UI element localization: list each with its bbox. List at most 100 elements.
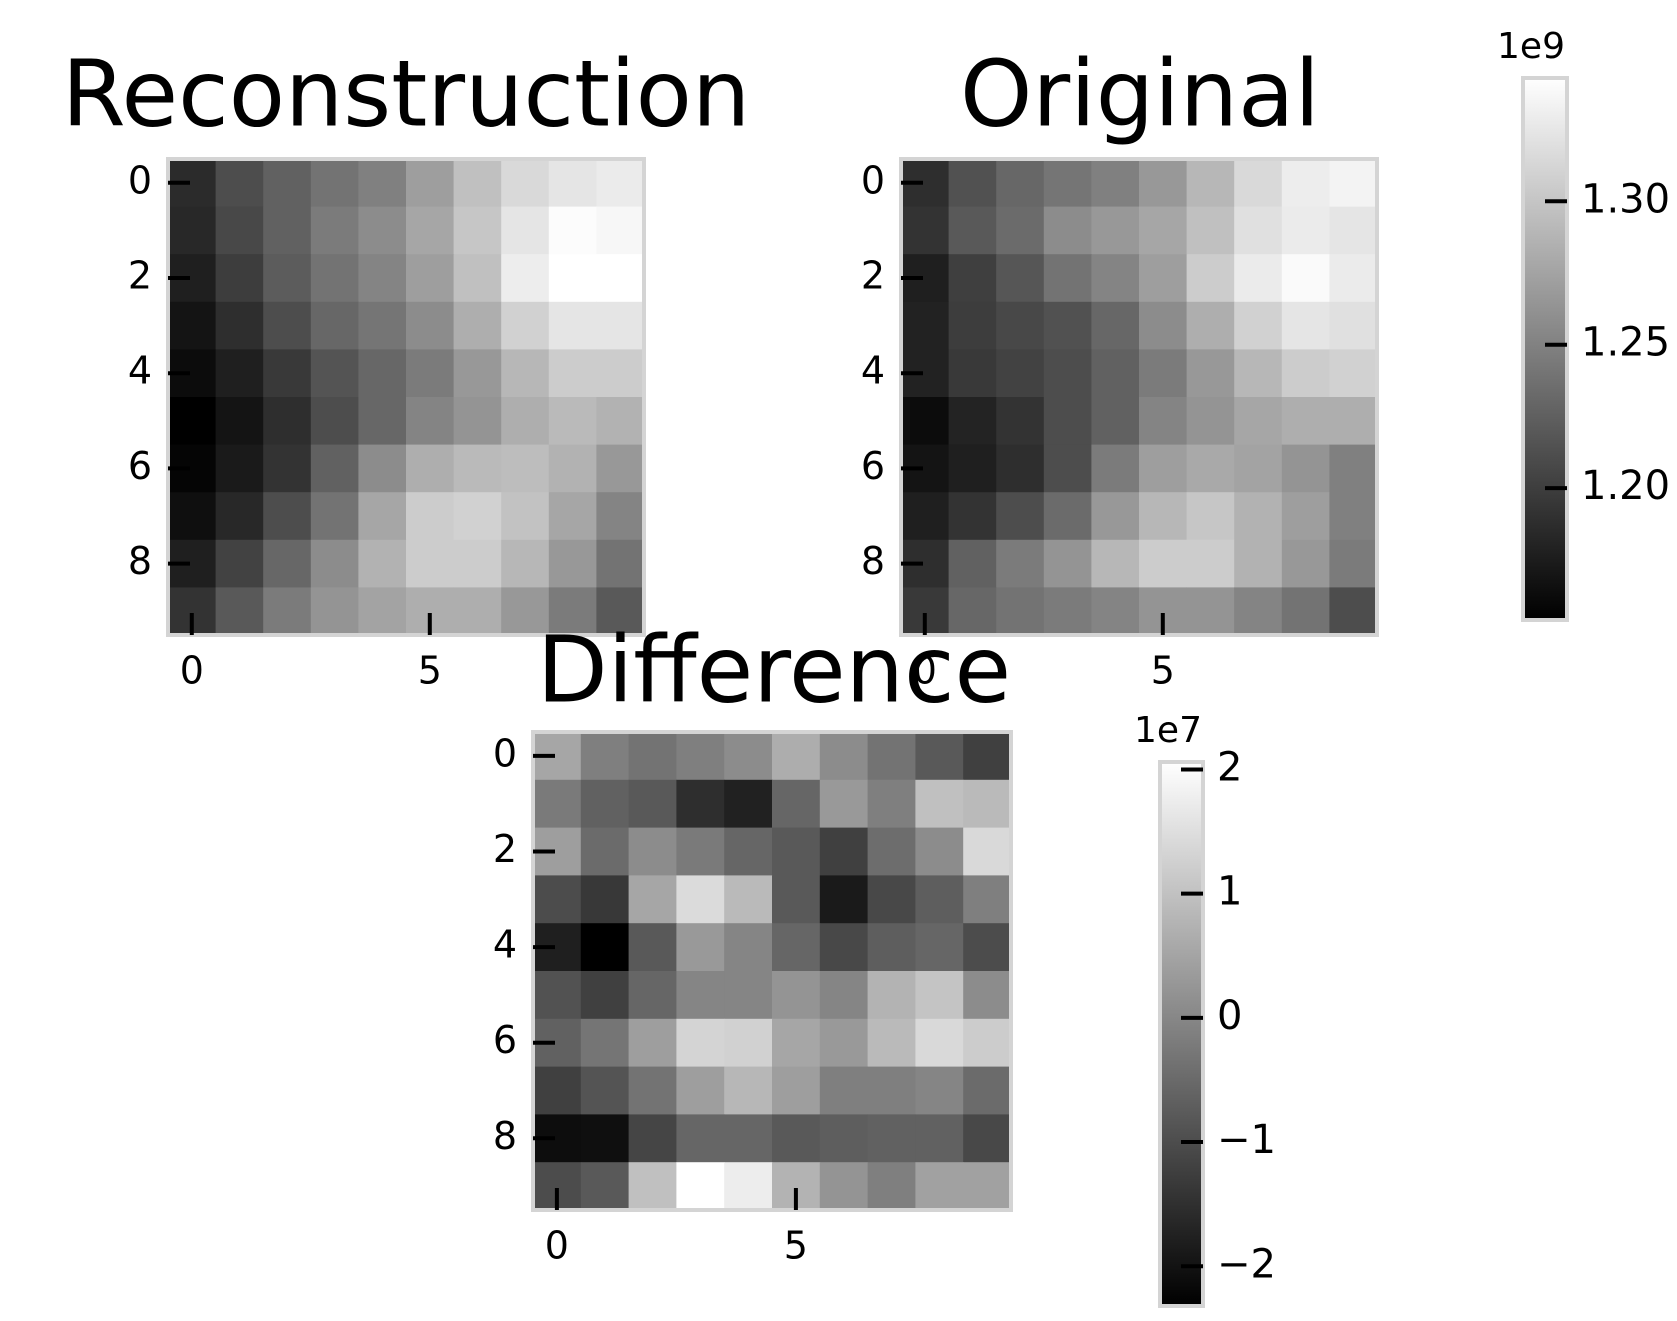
- heatmap-cell: [215, 206, 264, 255]
- heatmap-cell: [819, 1018, 869, 1068]
- heatmap-cell: [215, 349, 264, 398]
- heatmap-cell: [1043, 254, 1092, 303]
- heatmap-cell: [358, 397, 407, 446]
- heatmap-cell: [867, 923, 916, 972]
- x-tick-label: 0: [180, 649, 204, 693]
- y-tick-label: 0: [861, 158, 885, 202]
- heatmap-cell: [996, 492, 1045, 541]
- heatmap-cell: [358, 159, 407, 208]
- heatmap-cell: [948, 301, 997, 350]
- y-tick-label: 8: [493, 1114, 517, 1158]
- heatmap-cell: [1234, 587, 1283, 636]
- heatmap-cell: [406, 444, 455, 493]
- heatmap-cell: [963, 1066, 1012, 1115]
- heatmap-cell: [1234, 349, 1283, 398]
- heatmap-cell: [533, 1066, 582, 1115]
- heatmap-cell: [406, 301, 455, 350]
- heatmap-cell: [453, 444, 502, 493]
- heatmap-cell: [772, 1018, 821, 1068]
- heatmap-cell: [501, 492, 550, 541]
- heatmap-cell: [501, 206, 550, 255]
- heatmap-cell: [596, 539, 645, 588]
- heatmap-cell: [963, 732, 1012, 781]
- heatmap-cell: [772, 923, 821, 972]
- heatmap-cell: [548, 444, 597, 493]
- axes-frame: [531, 730, 1013, 1212]
- heatmap-cell: [963, 1162, 1012, 1211]
- heatmap-cell: [901, 492, 950, 541]
- heatmap-cell: [501, 254, 550, 303]
- heatmap-cell: [1186, 159, 1235, 208]
- y-tick-label: 0: [493, 731, 517, 775]
- heatmap-cell: [628, 732, 677, 781]
- heatmap-cell: [948, 397, 997, 446]
- heatmap-cell: [901, 206, 950, 255]
- heatmap-cell: [628, 1162, 677, 1211]
- heatmap-cell: [772, 971, 821, 1020]
- colorbar-offset: 1e7: [1134, 710, 1202, 751]
- chart-title: Original: [960, 40, 1320, 147]
- heatmap-cell: [628, 875, 677, 924]
- heatmap-cell: [867, 779, 916, 829]
- heatmap-cell: [915, 875, 964, 924]
- heatmap-cell: [263, 444, 312, 493]
- heatmap-cell: [1329, 397, 1378, 446]
- heatmap-cell: [453, 301, 502, 350]
- heatmap-cell: [724, 1162, 773, 1211]
- heatmap-cell: [580, 971, 630, 1020]
- heatmap-cell: [628, 923, 677, 972]
- heatmap-cell: [963, 923, 1012, 972]
- heatmap-cell: [996, 254, 1045, 303]
- heatmap-cell: [1139, 301, 1188, 350]
- heatmap-cell: [963, 1114, 1012, 1163]
- heatmap-cell: [501, 349, 550, 398]
- heatmap-cell: [819, 779, 869, 829]
- heatmap-cell: [358, 301, 407, 350]
- colorbar-offset: 1e9: [1497, 26, 1565, 67]
- heatmap-cell: [596, 301, 645, 350]
- heatmap-cell: [263, 206, 312, 255]
- heatmap-cell: [772, 1114, 821, 1163]
- heatmap-cell: [406, 349, 455, 398]
- colorbar-tick-label: 1.20: [1581, 463, 1670, 509]
- heatmap-cell: [406, 159, 455, 208]
- heatmap-cell: [501, 159, 550, 208]
- heatmap-cell: [406, 492, 455, 541]
- heatmap-cell: [901, 301, 950, 350]
- heatmap-cell: [310, 587, 359, 636]
- heatmap-cell: [948, 159, 997, 208]
- heatmap-cell: [724, 923, 773, 972]
- heatmap-cell: [1091, 301, 1140, 350]
- heatmap-cell: [1139, 254, 1188, 303]
- heatmap-cell: [310, 539, 359, 588]
- heatmap-cell: [963, 1018, 1012, 1068]
- heatmap-cell: [819, 732, 869, 781]
- heatmap-cell: [596, 206, 645, 255]
- y-tick-label: 2: [861, 254, 885, 298]
- heatmap-cell: [358, 349, 407, 398]
- y-tick-label: 4: [128, 349, 152, 393]
- x-tick-label: 5: [418, 649, 442, 693]
- heatmap-cell: [453, 539, 502, 588]
- y-tick-label: 6: [128, 444, 152, 488]
- heatmap-cell: [215, 254, 264, 303]
- heatmap-cell: [996, 539, 1045, 588]
- heatmap-cell: [215, 159, 264, 208]
- y-tick-label: 0: [128, 158, 152, 202]
- colorbar-tick-label: 1: [1217, 869, 1242, 915]
- heatmap-cell: [358, 492, 407, 541]
- heatmap-cell: [724, 779, 773, 829]
- heatmap-cell: [996, 301, 1045, 350]
- heatmap-cell: [548, 349, 597, 398]
- heatmap-cell: [996, 587, 1045, 636]
- heatmap-cell: [915, 779, 964, 829]
- chart-title: Reconstruction: [62, 40, 751, 147]
- heatmap-cell: [676, 779, 725, 829]
- heatmap-cell: [580, 732, 630, 781]
- heatmap-cell: [819, 875, 869, 924]
- heatmap-cell: [867, 732, 916, 781]
- heatmap-cell: [948, 587, 997, 636]
- heatmap-cell: [819, 923, 869, 972]
- heatmap-cell: [772, 732, 821, 781]
- heatmap-cell: [1043, 444, 1092, 493]
